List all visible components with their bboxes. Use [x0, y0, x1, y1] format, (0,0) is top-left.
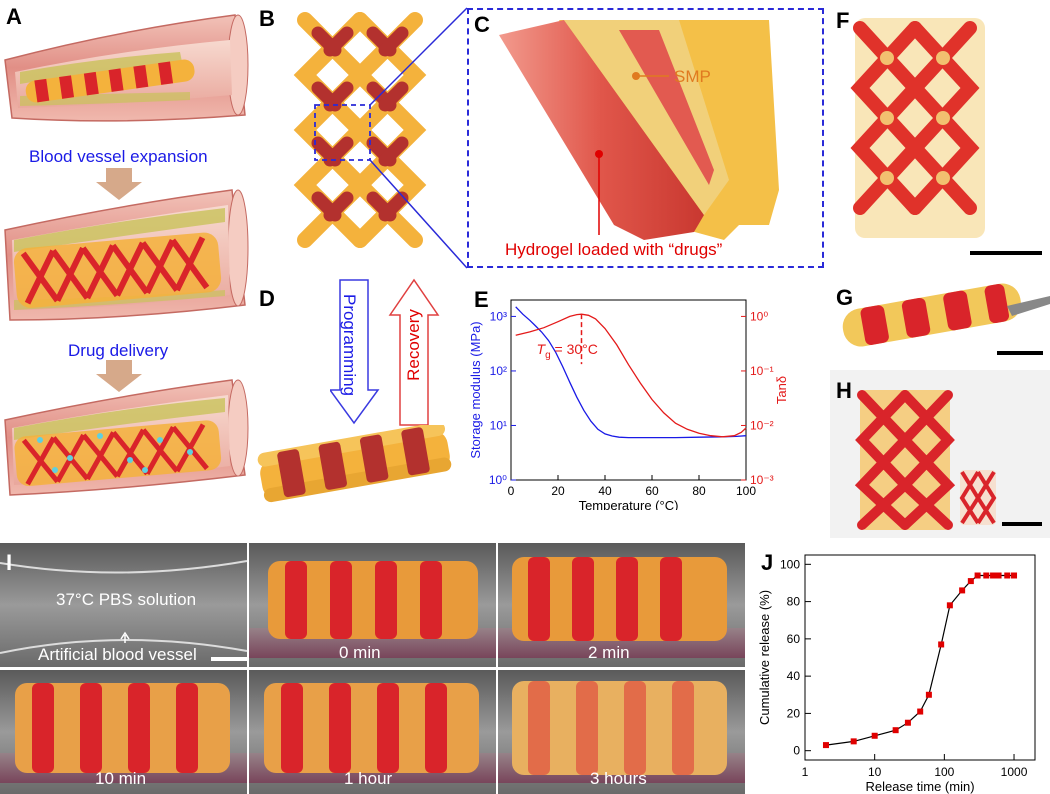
panel-label-j: J: [761, 550, 774, 575]
caption-drug-delivery: Drug delivery: [68, 341, 169, 360]
x-tick-label: 1000: [1001, 765, 1028, 779]
panel-h-size-comparison-photo: [854, 390, 997, 530]
vessel-expanded-stent: [4, 189, 249, 321]
tan-delta-line: [515, 313, 747, 438]
panel-label-i: I: [6, 550, 13, 575]
plot-frame: [804, 554, 1036, 761]
scale-bar-f: [970, 251, 1042, 255]
panel-d-arrows: [330, 278, 440, 426]
arrow-down-icon: [96, 168, 142, 200]
x-axis-label: Temperature (°C): [579, 498, 679, 510]
y-tick-label: 10⁰: [489, 473, 507, 487]
panel-c-strut-cross-section: [499, 20, 779, 240]
data-point: [904, 719, 911, 726]
programming-label: Programming: [340, 293, 359, 397]
y-tick-label: 10¹: [490, 418, 507, 432]
y-tick-label: 60: [787, 632, 801, 646]
data-point: [917, 708, 924, 715]
scale-bar-h: [1002, 522, 1042, 526]
data-point: [990, 572, 997, 579]
time-label-2min: 2 min: [588, 643, 630, 662]
release-line: [825, 574, 1014, 746]
y2-tick-label: 10⁻²: [750, 418, 774, 432]
panel-g-compressed-stent-photo: [842, 283, 1050, 347]
panel-a-vessel-illustrations: [4, 14, 249, 496]
x-tick-label: 100: [736, 484, 756, 498]
data-point: [1011, 572, 1018, 579]
x-tick-label: 10: [868, 765, 882, 779]
y-tick-label: 100: [780, 557, 800, 571]
y-tick-label: 0: [793, 744, 800, 758]
data-point: [871, 732, 878, 739]
x-axis-label: Release time (min): [865, 779, 974, 794]
y2-axis-label: Tanδ: [774, 376, 789, 404]
artificial-vessel-label: Artificial blood vessel: [38, 645, 197, 664]
arrow-down-icon: [96, 360, 142, 392]
caption-blood-vessel-expansion: Blood vessel expansion: [29, 147, 208, 166]
data-point: [850, 738, 857, 745]
x-tick-label: 0: [508, 484, 515, 498]
data-point: [974, 572, 981, 579]
y-axis-label: Cumulative release (%): [757, 590, 772, 725]
x-tick-label: 20: [551, 484, 565, 498]
data-point: [938, 641, 945, 648]
y-tick-label: 10²: [490, 364, 507, 378]
y2-tick-label: 10⁰: [750, 309, 768, 323]
panel-label-g: G: [836, 285, 854, 310]
data-point: [1004, 572, 1011, 579]
x-tick-label: 80: [692, 484, 706, 498]
panel-e-dma-chart: 0 20 40 60 80 100 10⁰ 10¹ 10² 10³ 10⁻³ 10⁻² 10⁻¹ 10⁰ T…: [468, 299, 789, 510]
data-point: [959, 587, 966, 594]
data-point: [967, 578, 974, 585]
y2-tick-label: 10⁻¹: [750, 364, 774, 378]
y2-tick-label: 10⁻³: [750, 473, 774, 487]
vessel-drug-release: [4, 379, 249, 496]
panel-label-h: H: [836, 378, 852, 403]
recovery-label: Recovery: [404, 309, 423, 381]
panel-d-compressed-stent: [257, 425, 452, 503]
panel-f-stent-photo: [850, 18, 985, 238]
time-label-1hour: 1 hour: [344, 769, 393, 788]
plot-frame: [510, 299, 747, 481]
panel-label-a: A: [6, 4, 22, 29]
y-tick-label: 10³: [490, 309, 507, 323]
y-tick-label: 20: [787, 706, 801, 720]
data-point: [995, 572, 1002, 579]
data-point: [925, 691, 932, 698]
panel-label-b: B: [259, 6, 275, 31]
data-point: [822, 742, 829, 749]
panel-label-c: C: [474, 12, 490, 37]
data-point: [946, 602, 953, 609]
scale-bar-g: [997, 351, 1043, 355]
panel-label-d: D: [259, 286, 275, 311]
vessel-compressed-stent: [4, 14, 249, 122]
tg-annotation: Tg = 30°C: [537, 341, 598, 361]
time-label-10min: 10 min: [95, 769, 147, 788]
x-tick-label: 1: [802, 765, 809, 779]
x-tick-label: 100: [934, 765, 954, 779]
time-label-3hours: 3 hours: [590, 769, 647, 788]
y-axis-label: Storage modulus (MPa): [468, 321, 483, 458]
x-tick-label: 60: [645, 484, 659, 498]
y-tick-label: 40: [787, 669, 801, 683]
smp-label: SMP: [674, 67, 711, 86]
y-tick-label: 80: [787, 595, 801, 609]
panel-c-frame: [467, 8, 824, 268]
x-tick-label: 40: [598, 484, 612, 498]
panel-label-f: F: [836, 8, 850, 33]
data-point: [983, 572, 990, 579]
hydrogel-label: Hydrogel loaded with “drugs”: [505, 240, 723, 259]
storage-modulus-line: [515, 306, 747, 439]
time-label-0min: 0 min: [339, 643, 381, 662]
pbs-solution-label: 37°C PBS solution: [56, 590, 197, 609]
panel-label-e: E: [474, 287, 489, 312]
panel-i-time-lapse-photos: [0, 543, 745, 794]
scale-bar-i: [211, 657, 247, 661]
data-point: [892, 727, 899, 734]
panel-b-stent-illustration: [293, 12, 427, 248]
